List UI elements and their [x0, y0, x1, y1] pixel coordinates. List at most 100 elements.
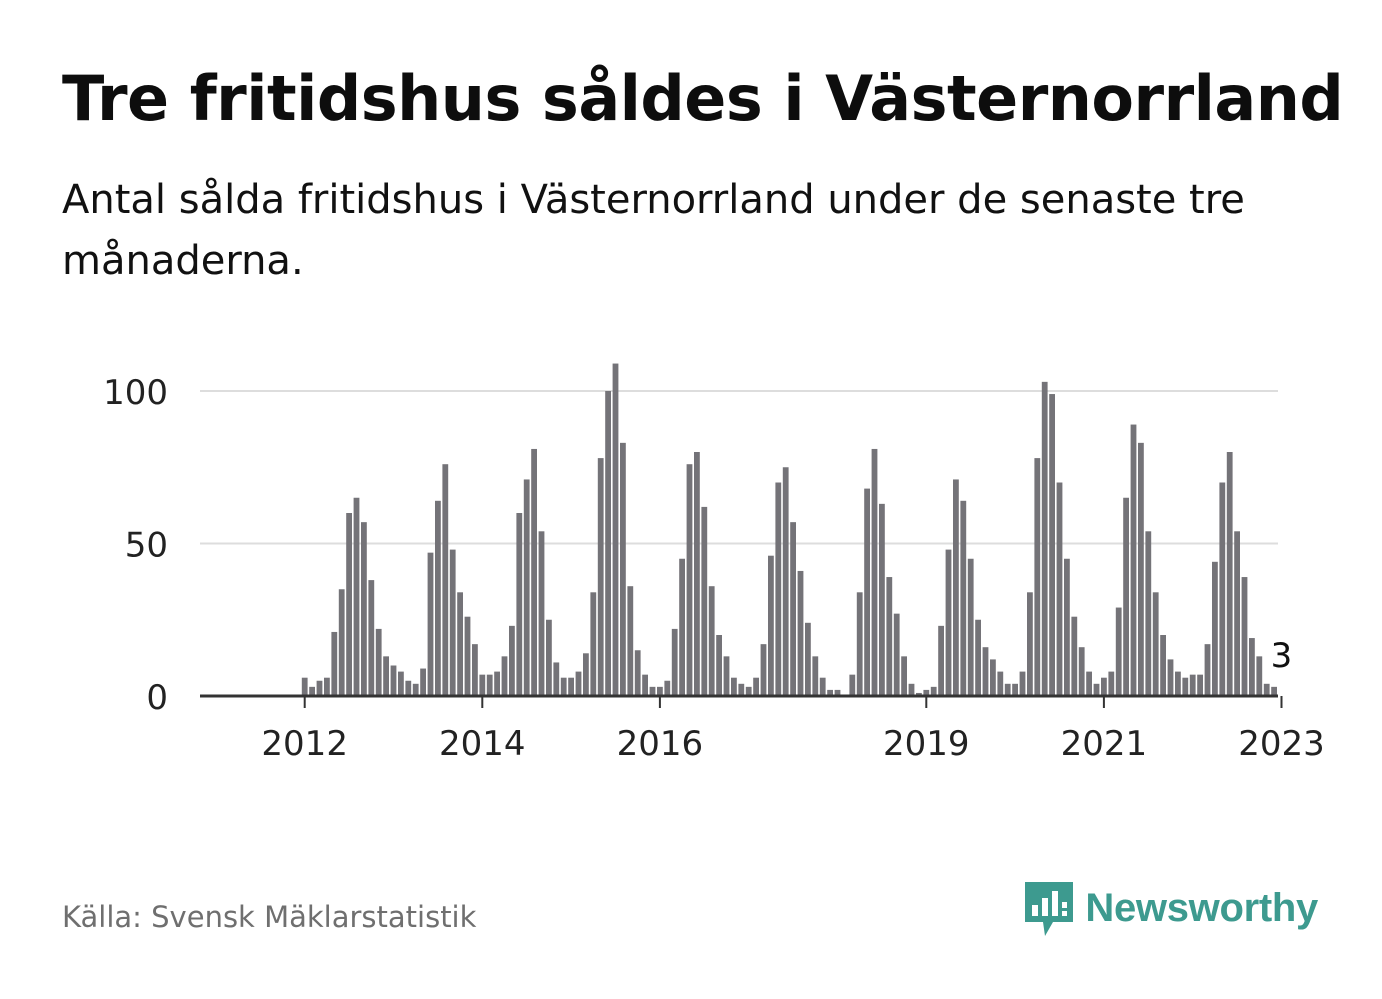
- bar: [901, 656, 907, 696]
- bar: [1160, 635, 1166, 696]
- bar: [383, 656, 389, 696]
- bar: [597, 458, 604, 696]
- bar: [1019, 671, 1026, 696]
- bar: [605, 391, 611, 696]
- chart-subtitle: Antal sålda fritidshus i Västernorrland …: [62, 177, 1245, 284]
- x-tick-label: 2016: [617, 724, 704, 764]
- bar: [1263, 683, 1270, 696]
- bar: [494, 671, 500, 696]
- bar: [1123, 497, 1129, 696]
- bar: [1152, 592, 1159, 696]
- x-tick-label: 2021: [1061, 724, 1148, 764]
- bar: [479, 674, 486, 696]
- bar: [990, 659, 996, 696]
- bar: [1271, 686, 1277, 696]
- chart-title: Tre fritidshus såldes i Västernorrland: [62, 62, 1344, 135]
- bar: [790, 522, 796, 696]
- bar: [849, 674, 856, 696]
- bar: [768, 555, 774, 696]
- bar: [368, 580, 375, 696]
- y-tick-label: 100: [103, 373, 168, 413]
- bar: [1004, 683, 1011, 696]
- bar: [938, 625, 944, 696]
- bar: [923, 689, 930, 696]
- bar: [1130, 424, 1137, 696]
- bar: [642, 674, 648, 696]
- bar: [590, 592, 597, 696]
- bar: [620, 442, 626, 696]
- bar: [1249, 638, 1255, 696]
- bar: [856, 592, 863, 696]
- brand-logo[interactable]: Newsworthy: [1023, 878, 1318, 938]
- bar: [1101, 677, 1107, 696]
- bar: [420, 668, 426, 696]
- bar: [723, 656, 730, 696]
- bar: [879, 503, 885, 696]
- bar: [405, 680, 412, 696]
- bar: [686, 464, 693, 696]
- bar: [1219, 482, 1226, 696]
- bar: [1138, 442, 1144, 696]
- bar: [1108, 671, 1115, 696]
- bar: [1189, 674, 1196, 696]
- bar: [531, 448, 537, 696]
- bar: [464, 616, 471, 696]
- bar: [708, 586, 715, 696]
- bar: [546, 619, 552, 696]
- bar: [871, 448, 878, 696]
- bar: [353, 497, 360, 696]
- bar: [893, 613, 900, 696]
- bar: [1056, 482, 1063, 696]
- bar: [1086, 671, 1092, 696]
- bar: [375, 628, 382, 696]
- bar: [1034, 458, 1041, 696]
- data-labels: 3: [1271, 636, 1293, 676]
- bar: [486, 674, 493, 696]
- bar: [331, 631, 338, 696]
- bar: [827, 689, 833, 696]
- x-tick-label: 2012: [261, 724, 348, 764]
- bar: [1145, 531, 1152, 696]
- source-note: Källa: Svensk Mäklarstatistik: [62, 900, 477, 934]
- bar: [449, 549, 456, 696]
- bar: [1064, 558, 1070, 696]
- bar: [324, 677, 330, 696]
- bar: [679, 558, 685, 696]
- bar: [390, 665, 397, 696]
- bar: [457, 592, 463, 696]
- bar: [627, 586, 634, 696]
- bar: [309, 686, 315, 696]
- bar: [1093, 683, 1100, 696]
- y-axis: 0 50 100: [103, 373, 168, 718]
- bar: [1234, 531, 1240, 696]
- bar: [1226, 452, 1233, 696]
- bar: [945, 549, 952, 696]
- bar: [338, 589, 345, 696]
- bar: [316, 680, 323, 696]
- bar: [997, 671, 1004, 696]
- bar: [797, 570, 804, 696]
- y-tick-label: 0: [146, 678, 168, 718]
- bar: [805, 622, 811, 696]
- bar: [612, 363, 619, 696]
- bar: [634, 650, 641, 696]
- bar: [953, 479, 959, 696]
- brand-name: Newsworthy: [1085, 885, 1318, 930]
- bar: [664, 680, 671, 696]
- bar: [694, 452, 700, 696]
- bar: [412, 683, 419, 696]
- bar: [975, 619, 981, 696]
- bar: [916, 692, 922, 696]
- x-tick-label: 2014: [439, 724, 526, 764]
- bar: [960, 500, 967, 696]
- bar: [501, 656, 508, 696]
- bar: [398, 671, 404, 696]
- highlight-value-label: 3: [1271, 636, 1293, 676]
- bar: [435, 500, 441, 696]
- newsworthy-chart-bubble-icon: [1025, 882, 1074, 936]
- bar: [982, 647, 989, 696]
- bar: [1204, 644, 1211, 696]
- bar: [442, 464, 449, 696]
- bar: [753, 677, 759, 696]
- bars: [301, 363, 1277, 696]
